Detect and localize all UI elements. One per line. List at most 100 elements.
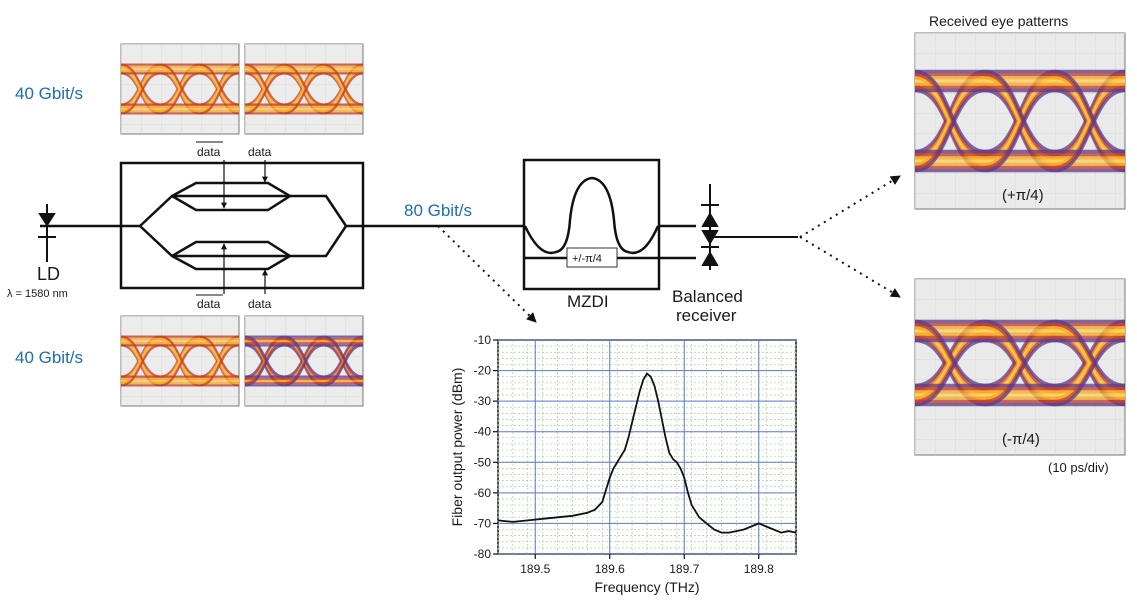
eye-trace (121, 103, 122, 105)
eye-trace (915, 324, 916, 327)
eye-trace (1124, 87, 1125, 90)
eye-trace (1124, 156, 1125, 158)
eye-trace (362, 336, 363, 338)
eye-trace (121, 69, 122, 71)
eye-trace (1124, 334, 1125, 336)
eye-trace (915, 168, 916, 171)
eye-trace (121, 107, 122, 109)
eye-trace (121, 73, 122, 75)
eye-trace (1124, 162, 1125, 165)
x-tick-label: 189.5 (520, 562, 550, 576)
major-grid (498, 339, 796, 555)
data-label-bottom: data (248, 297, 272, 311)
eye-waveform (915, 69, 1125, 173)
eye-trace (121, 338, 122, 340)
eye-trace (199, 335, 239, 378)
y-axis-label: Fiber output power (dBm) (449, 368, 465, 527)
eye-trace (121, 335, 161, 378)
eye-trace (160, 344, 200, 387)
eye-diagram-bottom-left (120, 315, 240, 407)
eye-trace (121, 377, 122, 379)
eye-minus-label: (-π/4) (1002, 431, 1040, 448)
eye-trace (915, 162, 916, 165)
data-arrows (221, 160, 268, 294)
eye-trace (915, 71, 916, 74)
eye-trace (362, 382, 363, 384)
eye-trace (1124, 383, 1125, 386)
eye-trace (915, 149, 916, 152)
y-tick-label: -40 (474, 425, 492, 439)
eye-trace (362, 345, 363, 347)
eye-trace (915, 88, 986, 173)
eye-trace (323, 63, 363, 106)
eye-trace (915, 338, 986, 407)
eye-clip (915, 319, 1125, 407)
data-bar-label-bottom: data (197, 297, 221, 311)
eye-trace (915, 402, 916, 405)
eye-trace (362, 377, 363, 379)
balanced-label-2: receiver (676, 306, 737, 325)
eye-trace (362, 73, 363, 75)
eye-trace (1124, 337, 1125, 340)
eye-trace (1054, 69, 1125, 154)
mzdi-label: MZDI (567, 292, 609, 311)
eye-trace (160, 63, 200, 106)
eye-trace (121, 71, 122, 73)
eye-waveform (245, 335, 363, 387)
eye-trace (362, 379, 363, 381)
eye-trace (284, 335, 324, 378)
eye-trace (121, 379, 122, 381)
eye-title: Received eye patterns (929, 13, 1068, 29)
eye-trace (121, 336, 122, 338)
eye-trace (915, 393, 916, 395)
eye-clip (245, 335, 363, 387)
eye-trace (1124, 77, 1125, 80)
y-tick-labels: -10 -20 -30 -40 -50 -60 -70 -80 (474, 333, 492, 561)
ld-label: LD (37, 264, 60, 284)
eye-trace (323, 335, 363, 378)
eye-trace (1054, 319, 1125, 388)
rate-label-bottom: 40 Gbit/s (15, 348, 83, 367)
eye-clip (245, 63, 363, 115)
eye-trace (915, 321, 916, 324)
eye-trace (915, 331, 916, 333)
eye-trace (915, 334, 916, 336)
eye-trace (915, 383, 916, 386)
eye-trace (323, 72, 363, 115)
y-tick-label: -80 (474, 547, 492, 561)
eye-trace (362, 69, 363, 71)
eye-trace (245, 344, 285, 387)
eye-waveform (915, 319, 1125, 407)
rate-label-mid: 80 Gbit/s (404, 201, 472, 220)
eye-trace (915, 327, 916, 330)
modulator-block (40, 161, 525, 290)
eye-trace (199, 72, 239, 115)
eye-trace (1124, 168, 1125, 171)
eye-waveform (245, 63, 363, 115)
mzdi-block (522, 158, 696, 291)
eye-trace (1124, 340, 1125, 343)
eye-trace (1124, 149, 1125, 152)
spectrum-chart: 189.5 189.6 189.7 189.8 -10-20-30-40-50-60-… (449, 333, 797, 595)
eye-trace (915, 340, 916, 343)
eye-trace (915, 81, 916, 83)
eye-trace (915, 337, 916, 340)
eye-trace (915, 319, 986, 388)
eye-trace (1124, 331, 1125, 333)
laser-diode-icon (38, 204, 56, 262)
y-tick-label: -20 (474, 364, 492, 378)
y-tick-label: -30 (474, 394, 492, 408)
eye-trace (1124, 396, 1125, 399)
data-label-top: data (248, 145, 272, 159)
axis-ticks (493, 339, 760, 559)
phase-box (566, 247, 618, 268)
eye-trace (1124, 327, 1125, 330)
eye-trace (121, 343, 122, 345)
eye-trace (1124, 324, 1125, 327)
y-tick-label: -60 (474, 486, 492, 500)
eye-trace (362, 103, 363, 105)
eye-trace (245, 72, 285, 115)
eye-trace (915, 156, 916, 158)
eye-trace (915, 74, 916, 77)
eye-trace (362, 375, 363, 377)
